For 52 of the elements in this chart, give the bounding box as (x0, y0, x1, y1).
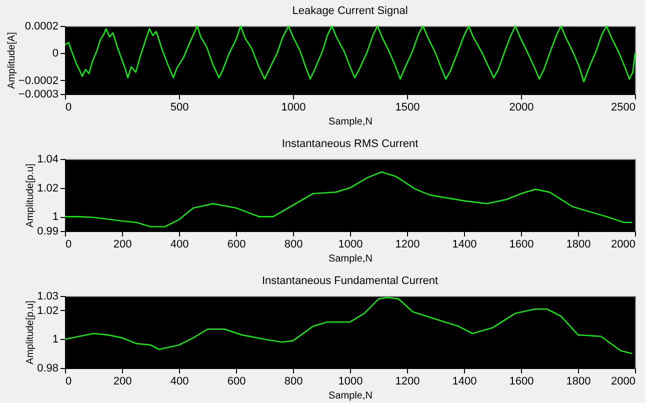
x-tick-label: 0 (66, 376, 72, 388)
line-series (64, 171, 633, 228)
x-tick-label: 400 (170, 376, 189, 388)
x-tick-label: 1200 (395, 238, 420, 250)
x-tick-label: 1500 (395, 102, 420, 114)
y-axis-title: Amplitude[A] (6, 32, 18, 89)
x-tick-label: 1000 (281, 102, 306, 114)
y-tick-label: 1.02 (37, 304, 58, 317)
x-axis-title: Sample,N (328, 116, 372, 128)
chart-title: Instantaneous RMS Current (282, 138, 418, 150)
x-tick-label: 1000 (338, 376, 363, 388)
x-tick-label: 1000 (338, 238, 363, 250)
x-tick-label: 1200 (395, 376, 420, 388)
line-series (64, 296, 633, 354)
line-series (64, 25, 636, 82)
x-tick-label: 1400 (452, 376, 477, 388)
x-tick-label: 1800 (566, 238, 591, 250)
x-tick-label: 1400 (452, 238, 477, 250)
x-tick-label: 200 (113, 238, 132, 250)
chart-title: Instantaneous Fundamental Current (262, 275, 438, 287)
x-tick-label: 1600 (509, 376, 534, 388)
x-tick-label: 0 (66, 102, 72, 114)
y-tick-label: 0 (52, 48, 58, 60)
x-tick-label: 2000 (611, 238, 636, 250)
x-tick-label: 0 (66, 238, 72, 250)
x-tick-label: 200 (113, 376, 132, 388)
x-tick-label: 400 (170, 238, 189, 250)
y-tick-label: 0.0002 (24, 20, 58, 32)
y-tick-label: 1.03 (37, 290, 58, 302)
y-tick-label: −0.0002 (18, 74, 58, 87)
y-tick-label: 1.02 (37, 182, 58, 194)
x-axis-title: Sample,N (328, 390, 372, 402)
y-tick-label: 1 (52, 211, 58, 224)
x-tick-label: 2000 (611, 376, 636, 388)
x-tick-label: 1800 (566, 376, 591, 388)
x-tick-label: 600 (227, 376, 246, 388)
x-tick-label: 1600 (509, 238, 534, 250)
chart-title: Leakage Current Signal (292, 5, 408, 17)
y-axis-title: Amplitude[p.u] (25, 163, 36, 228)
x-tick-label: 2000 (509, 102, 534, 114)
y-tick-label: 1.04 (37, 154, 58, 166)
y-tick-label: 0.99 (37, 226, 58, 238)
y-tick-label: −0.0003 (18, 88, 58, 100)
x-tick-label: 2500 (611, 102, 636, 114)
y-axis-title: Amplitude[p.u] (25, 300, 36, 364)
y-tick-label: 1 (52, 334, 58, 346)
x-tick-label: 500 (170, 102, 189, 114)
x-tick-label: 800 (284, 238, 303, 250)
y-tick-label: 0.98 (37, 362, 58, 374)
x-tick-label: 800 (284, 376, 303, 388)
x-axis-title: Sample,N (328, 254, 372, 264)
x-tick-label: 600 (227, 238, 246, 250)
